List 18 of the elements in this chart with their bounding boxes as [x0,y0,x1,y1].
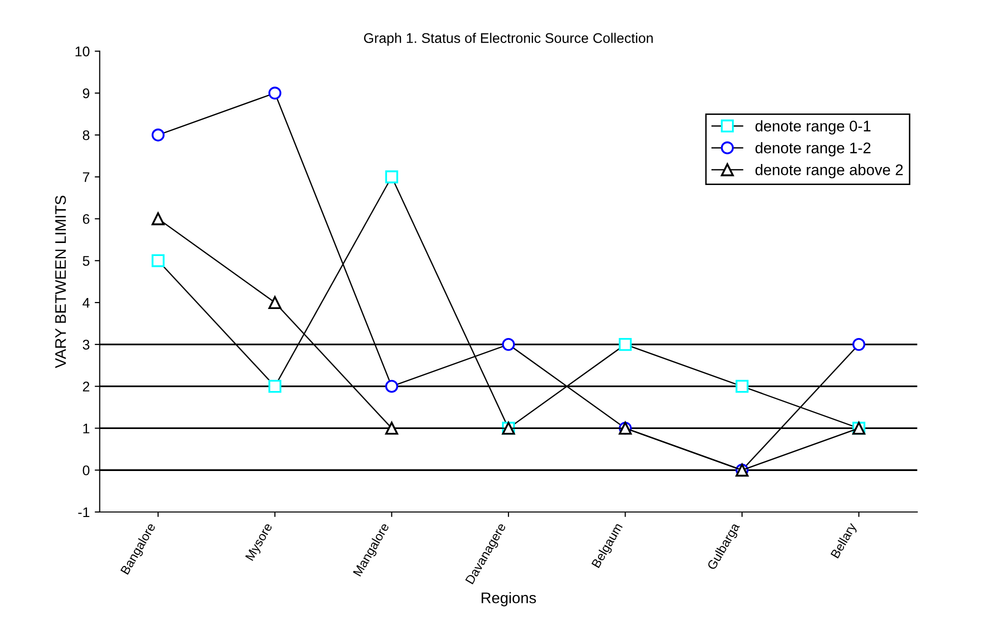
y-tick-label: 9 [82,88,90,98]
y-tick-label: 2 [82,382,90,392]
y-tick-label: 0 [82,465,90,476]
y-tick-label: 5 [82,256,90,266]
y-tick-label: 7 [82,172,90,182]
y-tick-label: 4 [82,298,90,308]
legend-label: denote range above 2 [755,164,903,178]
y-tick-label: 10 [76,46,90,56]
chart-title: Graph 1. Status of Electronic Source Collection [364,32,653,46]
legend-label: denote range 0-1 [755,120,870,134]
y-tick-label: 6 [82,214,90,224]
y-axis-title: VARY BETWEEN LIMITS [55,196,66,368]
legend-label: denote range 1-2 [755,142,870,156]
y-tick-label: 3 [82,340,90,350]
y-tick-label: 8 [82,130,90,140]
x-axis-title: Regions [482,592,536,606]
y-tick-label: 1 [83,424,90,434]
y-tick-label: -1 [78,507,90,518]
